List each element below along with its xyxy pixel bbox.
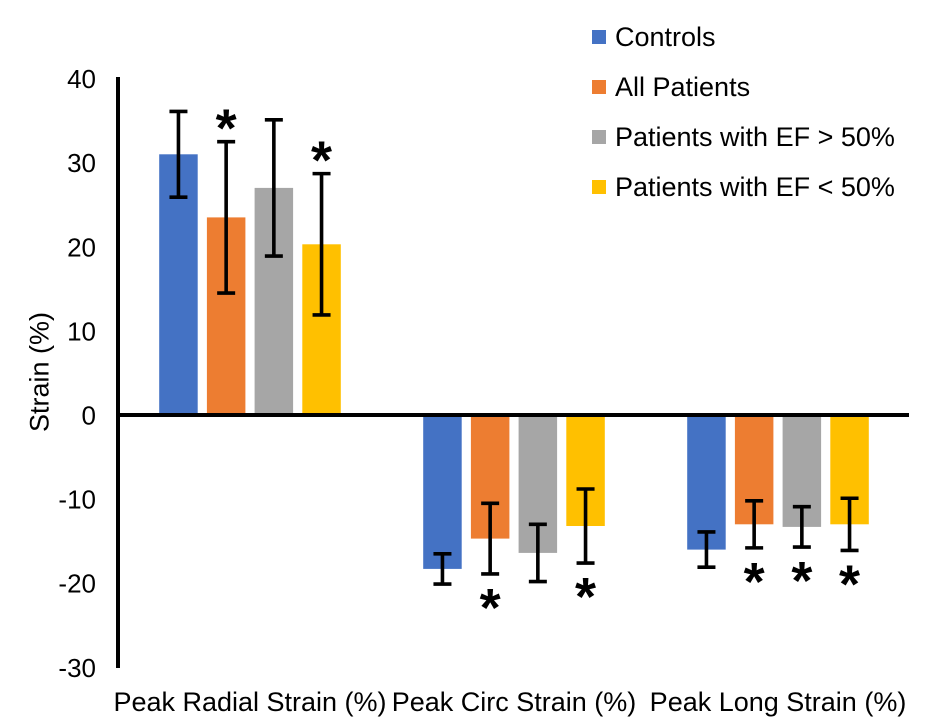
legend-item-ef-below-50: Patients with EF < 50% [592, 162, 895, 212]
bar-0-cat-2 [687, 415, 726, 550]
y-tick-label: 10 [67, 316, 96, 346]
y-tick-label: 20 [67, 232, 96, 262]
legend-item-all-patients: All Patients [592, 62, 895, 112]
legend-label-ef-below-50: Patients with EF < 50% [615, 171, 895, 202]
legend-swatch-all-patients [592, 80, 606, 94]
x-category-label-long: Peak Long Strain (%) [649, 687, 907, 717]
chart-legend: Controls All Patients Patients with EF >… [592, 12, 895, 212]
y-tick-label: 40 [67, 64, 96, 94]
significance-asterisk: * [575, 567, 596, 627]
significance-asterisk: * [216, 99, 237, 159]
y-axis-title: Strain (%) [24, 311, 55, 433]
significance-asterisk: * [311, 131, 332, 191]
y-tick-label: -10 [58, 485, 96, 515]
significance-asterisk: * [480, 578, 501, 638]
significance-asterisk: * [791, 551, 812, 611]
significance-asterisk: * [839, 554, 860, 614]
significance-asterisk: * [744, 552, 765, 612]
legend-swatch-controls [592, 30, 606, 44]
legend-item-controls: Controls [592, 12, 895, 62]
x-category-label-radial: Peak Radial Strain (%) [113, 687, 387, 717]
legend-swatch-ef-below-50 [592, 180, 606, 194]
y-tick-label: -30 [58, 653, 96, 683]
x-category-label-circ: Peak Circ Strain (%) [391, 687, 637, 717]
legend-swatch-ef-above-50 [592, 130, 606, 144]
y-tick-label: 0 [82, 401, 96, 431]
legend-label-all-patients: All Patients [615, 71, 751, 102]
legend-label-controls: Controls [615, 21, 716, 52]
y-tick-label: -20 [58, 569, 96, 599]
y-tick-label: 30 [67, 148, 96, 178]
legend-label-ef-above-50: Patients with EF > 50% [615, 121, 895, 152]
legend-item-ef-above-50: Patients with EF > 50% [592, 112, 895, 162]
bar-0-cat-1 [423, 415, 462, 569]
